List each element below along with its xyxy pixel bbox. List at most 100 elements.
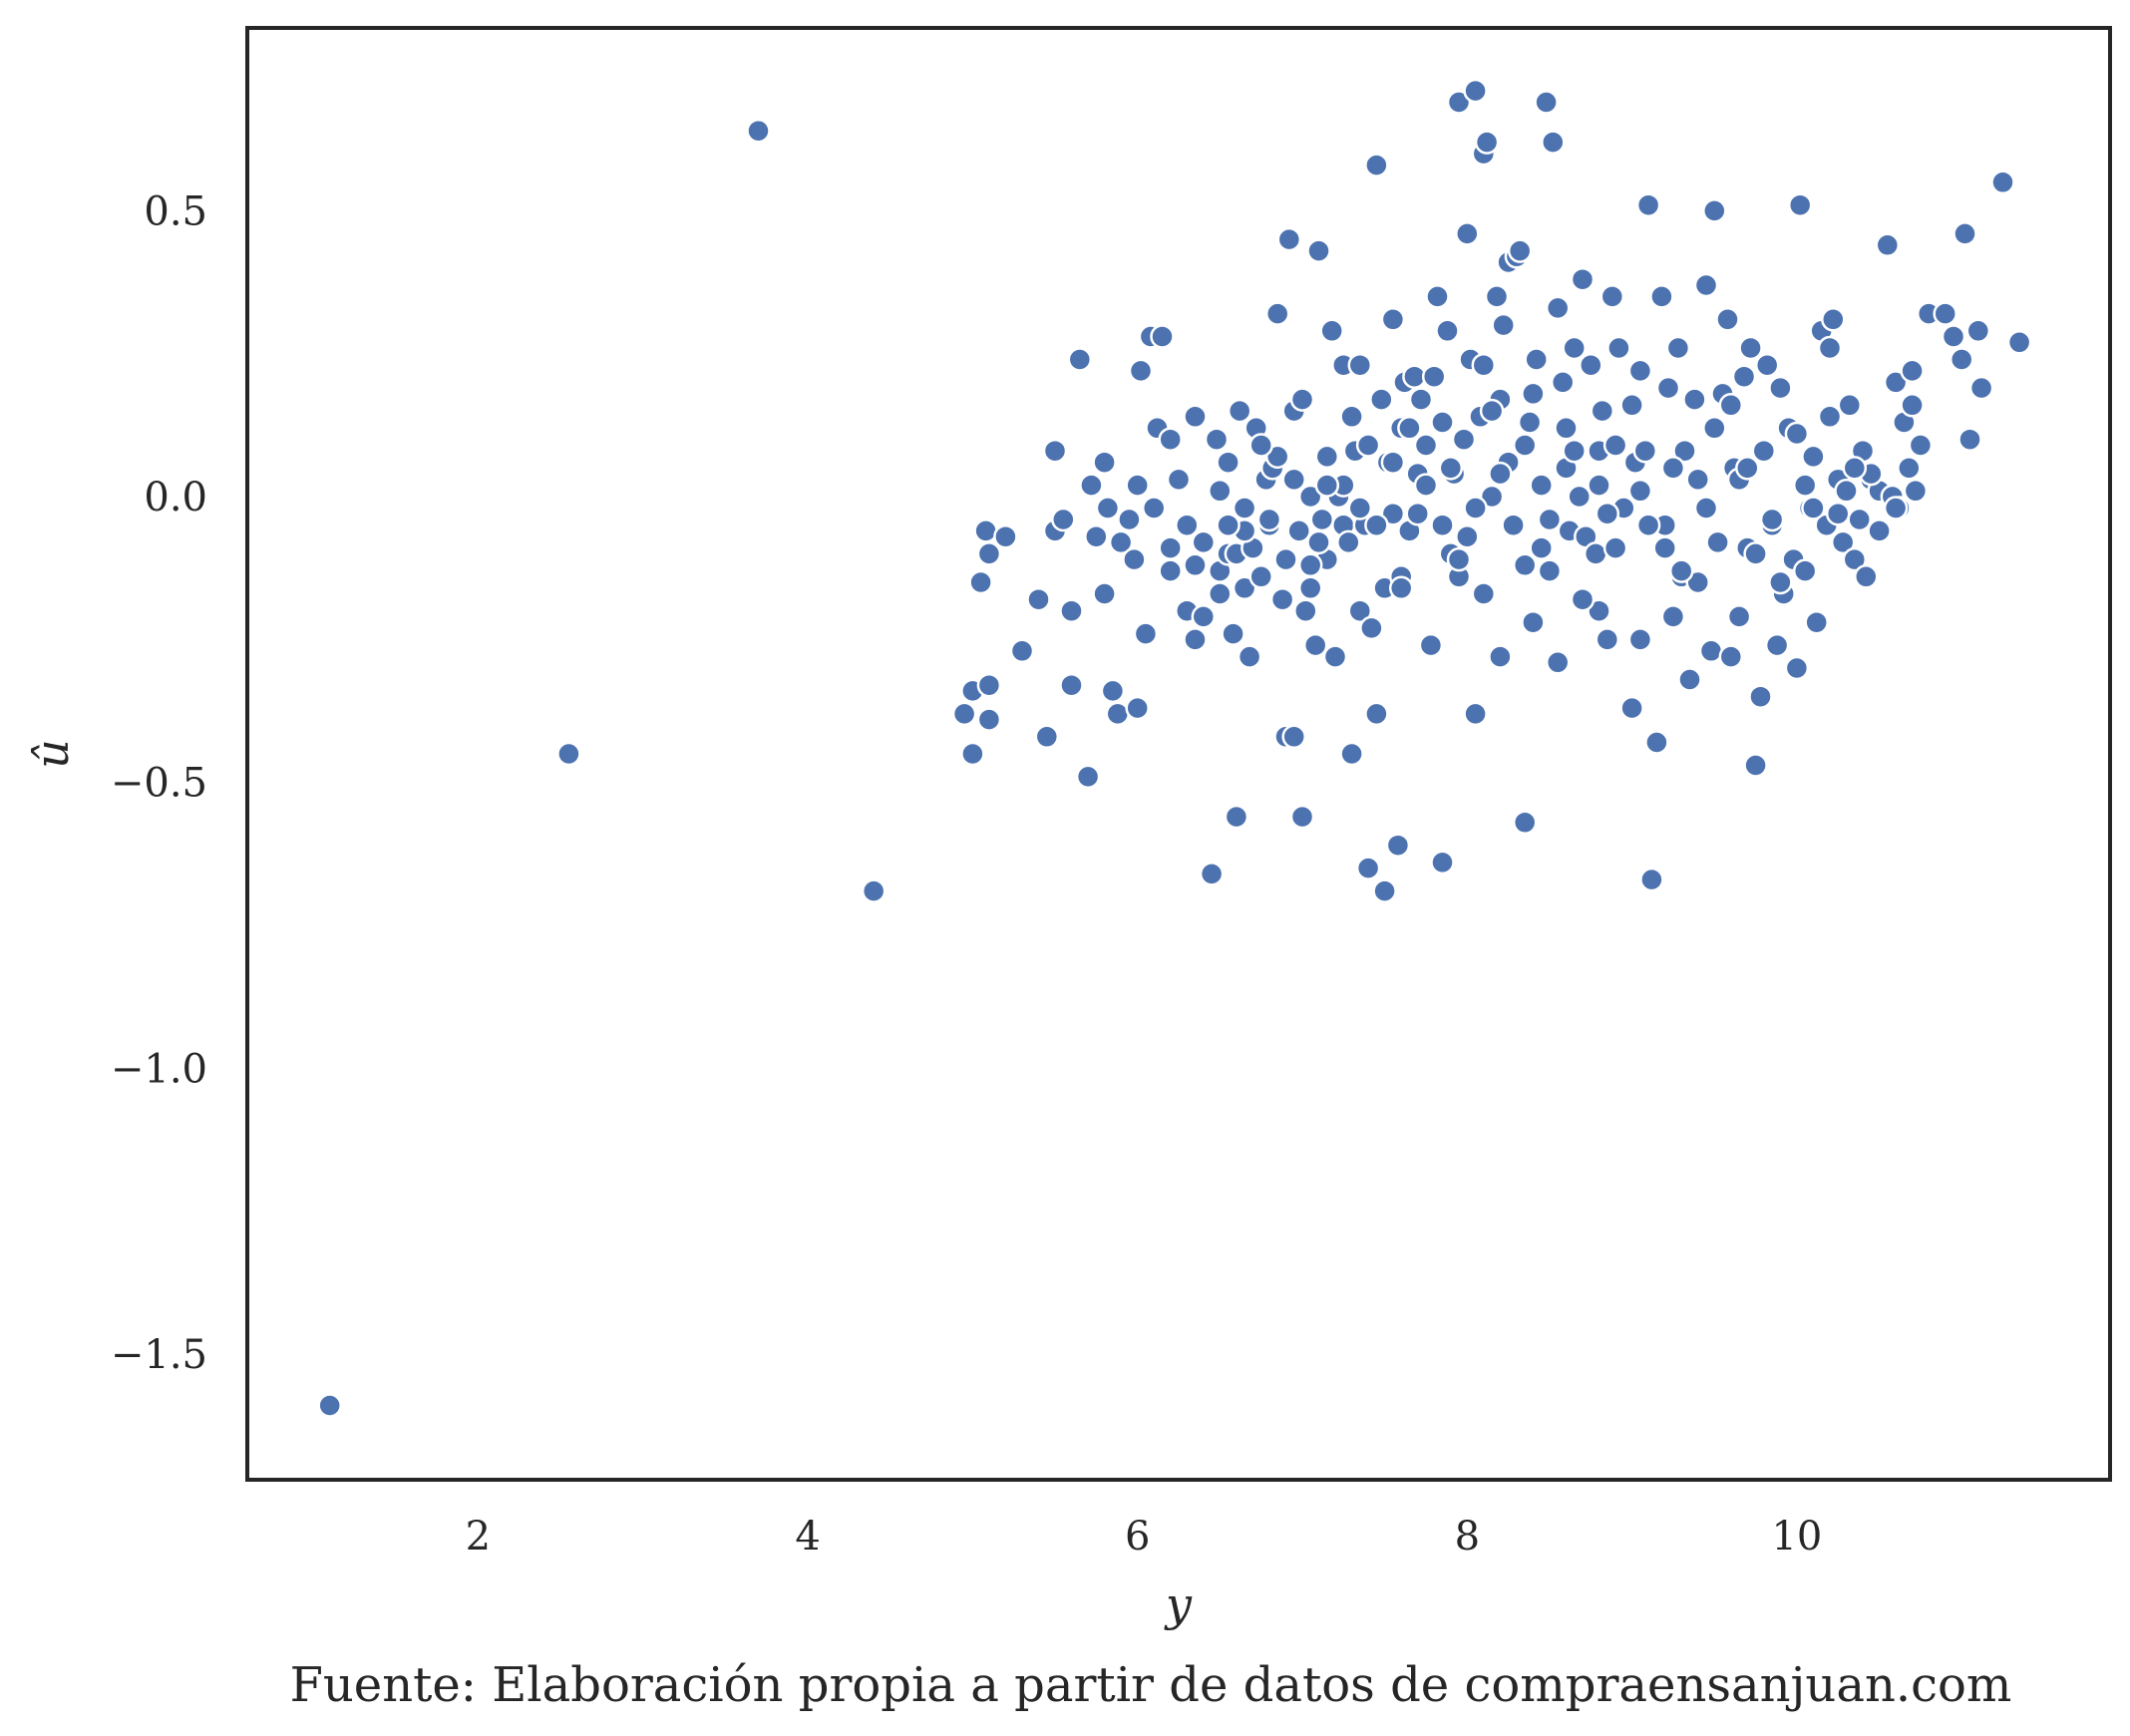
data-point [1221,621,1245,646]
data-point [1941,324,1966,349]
data-point [1463,496,1488,521]
plot-frame [245,26,2112,1482]
data-point [1150,324,1175,349]
data-point [1639,867,1664,892]
y-tick-label: −1.0 [111,1046,207,1092]
data-point [1990,170,2015,195]
data-point [1369,387,1394,412]
data-point [1408,387,1434,412]
data-point [960,741,985,767]
data-point [1175,513,1200,537]
data-point [1451,427,1477,452]
data-point [1380,501,1406,526]
data-point [1347,496,1373,521]
data-point [1079,473,1104,498]
data-point [1122,546,1147,572]
data-point [1339,741,1364,767]
data-point [1380,450,1406,475]
data-point [1754,352,1780,378]
data-point [1715,307,1740,332]
data-point [1682,387,1707,412]
data-point [1297,575,1323,601]
data-point [1438,456,1464,481]
data-point [1309,507,1335,532]
data-point [1660,604,1686,629]
data-point [1430,410,1455,435]
data-point [1435,318,1460,344]
data-point [1133,621,1159,646]
data-point [1537,507,1563,532]
data-point [1903,479,1929,504]
data-point [1545,650,1571,675]
data-point [1224,804,1249,830]
data-point [1158,535,1183,560]
x-axis-label: y [1164,1577,1193,1631]
data-point [1933,301,1957,326]
data-point [1718,393,1744,418]
data-point [1418,632,1444,658]
data-point [1792,558,1818,583]
data-point [976,707,1002,732]
data-point [1208,479,1233,504]
data-point [1034,724,1060,750]
data-point [968,569,993,595]
data-point [1372,878,1397,903]
data-point [1273,546,1298,572]
data-point [1289,387,1315,412]
data-point [1685,467,1710,493]
data-point [1702,416,1727,441]
data-point [1545,295,1571,321]
data-point [1801,444,1826,470]
data-point [1512,552,1538,578]
data-point [1237,644,1262,669]
data-point [1491,312,1516,338]
data-point [1059,672,1084,698]
data-point [1385,833,1411,858]
data-point [1314,473,1340,498]
data-point [1748,684,1773,709]
data-point [1655,375,1681,401]
data-point [1842,456,1868,481]
data-point [1764,632,1790,658]
data-point [1232,575,1257,601]
data-point [1388,575,1414,601]
data-point [1293,598,1318,623]
data-point [1183,627,1208,652]
data-point [1095,496,1121,521]
data-point [1743,541,1768,566]
data-point [1336,529,1361,555]
data-point [1507,238,1533,263]
data-point [1286,519,1311,543]
data-point [1665,335,1691,361]
data-point [1248,433,1273,458]
data-point [1067,347,1093,372]
data-point [1787,192,1813,217]
data-point [1281,467,1306,493]
data-point [1191,604,1217,629]
data-point [1627,479,1653,504]
data-point [1602,535,1628,560]
data-point [1322,644,1348,669]
data-point [1501,513,1526,537]
data-point [1900,358,1925,384]
data-point [1801,496,1826,521]
data-point [1092,450,1117,475]
data-point [556,741,581,767]
data-point [1108,529,1134,555]
data-point [1817,404,1843,430]
data-point [1471,581,1497,606]
data-point [1264,444,1290,470]
data-point [1512,433,1538,458]
data-point [1092,581,1117,606]
data-point [1463,78,1488,104]
data-point [1248,564,1273,589]
data-point [1455,221,1480,246]
data-point [1599,284,1625,309]
data-point [1847,507,1872,532]
data-point [1199,862,1225,886]
data-point [1635,192,1661,217]
data-point [1632,438,1658,464]
data-point [1397,416,1422,441]
data-point [1075,764,1101,790]
